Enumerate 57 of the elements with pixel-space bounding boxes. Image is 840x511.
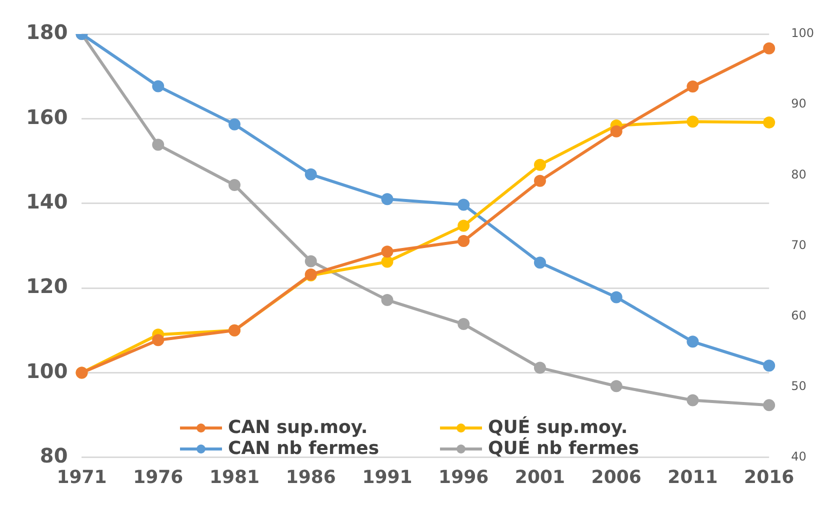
point: [610, 291, 622, 304]
point: [534, 174, 546, 187]
point: [534, 362, 546, 374]
x-tick-label: 2006: [591, 466, 642, 488]
point: [763, 360, 776, 372]
point: [534, 256, 546, 269]
y2-tick-label: 100: [791, 26, 814, 40]
point: [763, 42, 776, 54]
point: [152, 334, 164, 346]
point: [228, 179, 240, 192]
y2-tick-label: 80: [791, 167, 806, 182]
y2-tick-label: 50: [791, 378, 806, 393]
y-tick-label: 100: [26, 358, 68, 383]
x-tick-label: 1996: [438, 466, 489, 488]
point: [763, 399, 776, 412]
y-tick-label: 80: [40, 444, 68, 468]
point: [686, 336, 699, 348]
point: [304, 255, 317, 268]
point: [152, 80, 164, 92]
y2-tick-label: 60: [791, 308, 806, 322]
y-tick-label: 160: [26, 104, 68, 129]
point: [458, 220, 470, 232]
point: [381, 294, 394, 306]
x-tick-label: 2011: [668, 466, 718, 488]
x-tick-label: 2016: [744, 466, 794, 488]
y2-tick-label: 70: [791, 238, 806, 252]
point: [458, 198, 470, 211]
point: [458, 235, 470, 248]
x-tick-label: 1991: [362, 466, 412, 488]
point: [686, 80, 699, 92]
point: [610, 125, 622, 138]
y-tick-label: 140: [26, 190, 68, 214]
y2-tick-label: 90: [791, 96, 806, 111]
point: [763, 116, 776, 128]
legend-label: QUÉ nb fermes: [488, 438, 640, 459]
point: [610, 380, 622, 392]
y2-tick-label: 40: [791, 450, 806, 464]
legend-label: QUÉ sup.moy.: [488, 417, 628, 438]
x-tick-label: 1981: [209, 466, 260, 488]
x-tick-label: 1976: [133, 466, 184, 488]
x-tick-label: 1986: [286, 466, 336, 488]
x-tick-label: 2001: [514, 466, 566, 488]
point: [152, 138, 164, 151]
x-tick-label: 1971: [56, 466, 107, 488]
point: [686, 116, 699, 128]
point: [381, 256, 394, 268]
point: [381, 193, 394, 206]
y-tick-label: 180: [26, 20, 68, 44]
point: [534, 158, 546, 171]
point: [304, 168, 317, 180]
point: [228, 118, 240, 130]
point: [381, 246, 394, 258]
legend-label: CAN sup.moy.: [228, 417, 368, 438]
point: [458, 318, 470, 330]
point: [686, 394, 699, 406]
y-tick-label: 120: [26, 274, 68, 298]
legend-label: CAN nb fermes: [228, 438, 380, 459]
